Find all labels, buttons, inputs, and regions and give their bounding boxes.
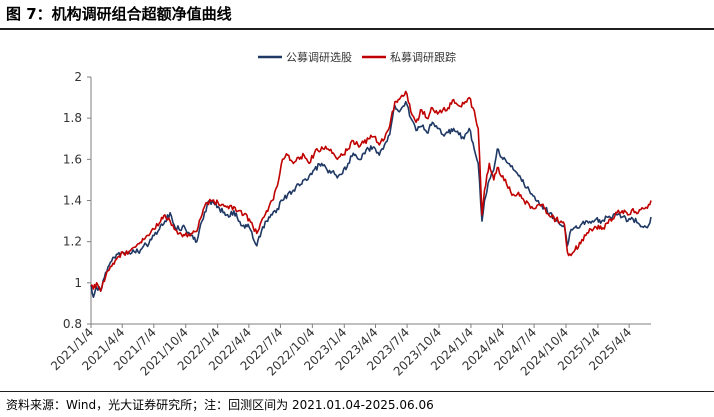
legend-label-1: 公募调研选股 [286,51,352,64]
y-tick-label: 1.6 [63,152,82,166]
series-line-1 [90,100,652,298]
source-note: 资料来源：Wind，光大证券研究所；注：回测区间为 2021.01.04-202… [6,398,434,412]
source-divider [0,391,714,392]
series-line-2 [90,90,652,292]
series-layer [90,90,652,298]
legend: 公募调研选股 私募调研跟踪 [258,50,456,64]
y-tick-label: 1.2 [63,235,82,249]
y-axis: 0.8 1 1.2 1.4 1.6 1.8 2 [63,70,92,331]
line-chart: 公募调研选股 私募调研跟踪 0.8 1 1.2 1.4 1.6 1.8 2 2021/1/42… [48,50,652,379]
legend-label-2: 私募调研跟踪 [390,50,456,64]
x-axis: 2021/1/42021/4/42021/7/42021/10/42022/1/… [48,323,651,379]
title-divider [0,28,714,30]
y-tick-label: 1.4 [63,194,82,208]
y-tick-label: 0.8 [63,317,82,331]
figure-title: 图 7：机构调研组合超额净值曲线 [6,5,232,23]
y-tick-label: 2 [74,70,82,84]
y-tick-label: 1.8 [63,111,82,125]
y-tick-label: 1 [74,276,82,290]
